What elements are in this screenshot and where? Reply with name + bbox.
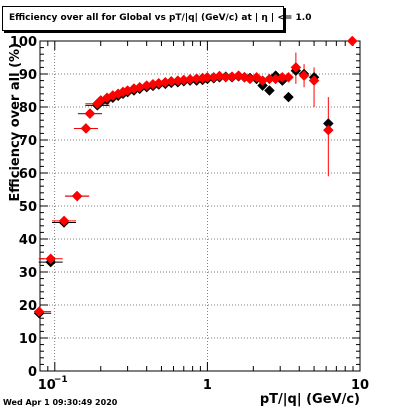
y-tick-label: 20 <box>19 299 37 314</box>
y-tick-label: 0 <box>28 365 37 380</box>
chart-title: Efficiency over all for Global vs pT/|q|… <box>9 13 312 23</box>
x-tick-label: 10 <box>351 378 369 393</box>
data-point-black <box>264 85 275 96</box>
data-point-red <box>290 62 302 73</box>
y-tick-label: 60 <box>19 167 37 182</box>
y-tick-label: 30 <box>19 266 37 281</box>
data-point-red <box>283 71 294 83</box>
data-point-red <box>71 190 83 202</box>
data-point-red <box>84 108 96 119</box>
data-point-red <box>308 75 320 86</box>
y-tick-label: 50 <box>19 200 37 215</box>
x-tick-label: 10 <box>38 378 56 393</box>
data-point-red <box>298 70 310 82</box>
x-tick-label: 1 <box>203 378 212 393</box>
chart-title-box: Efficiency over all for Global vs pT/|q|… <box>2 6 311 31</box>
y-axis-title: Efficiency over all (%) <box>8 43 23 202</box>
y-tick-label: 10 <box>19 332 37 347</box>
y-tick-label: 100 <box>10 35 37 50</box>
x-tick-label-exponent: −1 <box>54 375 68 385</box>
timestamp: Wed Apr 1 09:30:49 2020 <box>3 398 118 407</box>
y-tick-label: 40 <box>19 233 37 248</box>
data-point-red <box>58 215 70 227</box>
x-axis-title: pT/|q| (GeV/c) <box>260 392 360 407</box>
y-tick-label: 90 <box>19 68 37 83</box>
data-point-red <box>34 306 45 317</box>
data-point-red <box>346 35 358 47</box>
data-point-black <box>283 91 294 103</box>
data-point-red <box>322 124 334 136</box>
y-tick-label: 70 <box>19 134 37 149</box>
data-point-red <box>80 123 92 134</box>
y-tick-label: 80 <box>19 101 37 116</box>
data-point-red <box>45 253 57 265</box>
